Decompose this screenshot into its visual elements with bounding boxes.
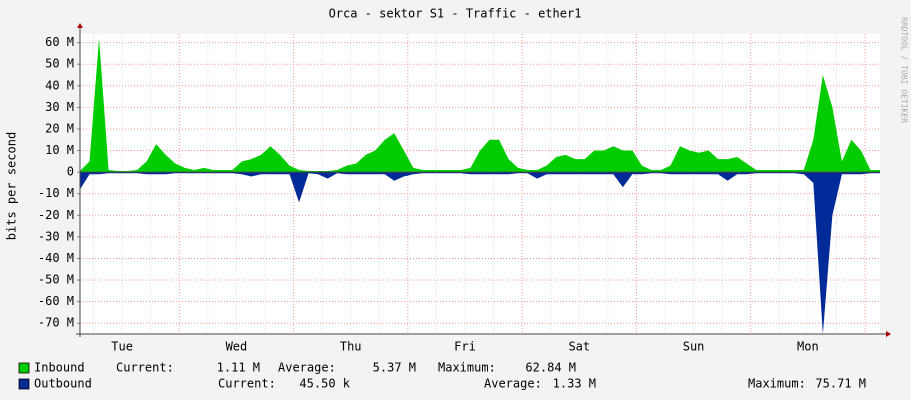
y-tick-label: 40 M: [45, 78, 74, 92]
legend-maximum: 75.71 M: [815, 377, 866, 391]
y-tick-label: -30 M: [38, 229, 74, 243]
watermark: RRDTOOL / TOBI OETIKER: [900, 17, 909, 123]
y-tick-label: -20 M: [38, 208, 74, 222]
y-tick-label: -10 M: [38, 186, 74, 200]
legend-current-label: Current:: [218, 377, 276, 391]
x-tick-label: Fri: [454, 340, 476, 354]
legend-current: 1.11 M: [217, 361, 260, 375]
legend-maximum: 62.84 M: [525, 361, 576, 375]
x-tick-label: Sat: [568, 340, 590, 354]
y-tick-label: 20 M: [45, 121, 74, 135]
legend-current: 45.50 k: [299, 377, 350, 391]
x-tick-label: Thu: [340, 340, 362, 354]
legend-average: 1.33 M: [553, 377, 596, 391]
y-tick-label: -70 M: [38, 316, 74, 330]
plot-area: [80, 34, 880, 334]
legend-average: 5.37 M: [373, 361, 416, 375]
x-tick-label: Mon: [797, 340, 819, 354]
legend-average-label: Average:: [278, 361, 336, 375]
x-tick-label: Sun: [683, 340, 705, 354]
x-tick-label: Wed: [226, 340, 248, 354]
y-tick-label: 10 M: [45, 143, 74, 157]
legend-maximum-label: Maximum:: [748, 377, 806, 391]
legend-maximum-label: Maximum:: [438, 361, 496, 375]
x-tick-label: Tue: [111, 340, 133, 354]
area: [80, 38, 880, 173]
legend-swatch: [18, 378, 30, 390]
y-tick-label: 30 M: [45, 100, 74, 114]
y-arrow: [77, 23, 83, 28]
y-tick-label: -40 M: [38, 251, 74, 265]
chart-title: Orca - sektor S1 - Traffic - ether1: [329, 7, 582, 21]
y-tick-label: -60 M: [38, 294, 74, 308]
y-axis-label: bits per second: [5, 132, 19, 240]
y-tick-label: 0: [67, 165, 74, 179]
y-tick-label: 50 M: [45, 57, 74, 71]
legend-label: Inbound: [34, 361, 85, 375]
legend-label: Outbound: [34, 377, 92, 391]
y-tick-label: 60 M: [45, 35, 74, 49]
legend-average-label: Average:: [484, 377, 542, 391]
legend-current-label: Current:: [116, 361, 174, 375]
legend-swatch: [18, 362, 30, 374]
x-arrow: [886, 331, 891, 337]
y-tick-label: -50 M: [38, 273, 74, 287]
